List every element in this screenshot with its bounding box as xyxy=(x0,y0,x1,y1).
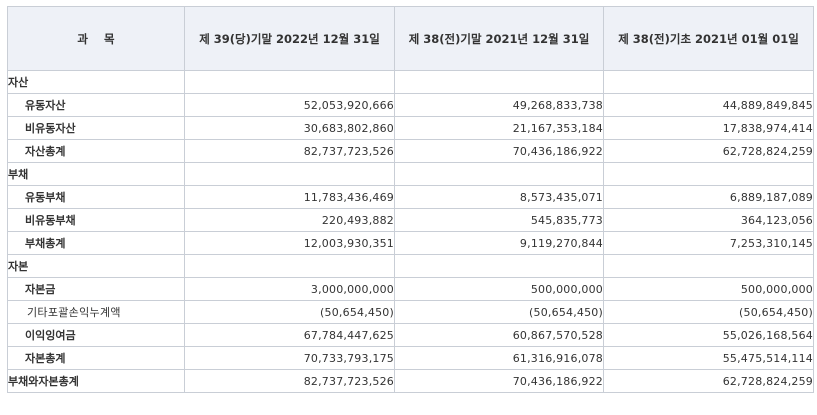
amount-cell-2: 9,119,270,844 xyxy=(394,231,604,255)
table-row: 자산총계 82,737,723,526 70,436,186,922 62,728,8… xyxy=(7,139,814,163)
amount-cell-1: 82,737,723,526 xyxy=(184,139,395,163)
table-row: 비유동부채 220,493,882 545,835,773 364,123,056 xyxy=(7,208,814,232)
account-label: 자본총계 xyxy=(7,346,185,370)
table-row: 부채총계 12,003,930,351 9,119,270,844 7,253,310… xyxy=(7,231,814,255)
amount-cell-2 xyxy=(394,70,604,94)
amount-cell-1 xyxy=(184,70,395,94)
account-label: 부채총계 xyxy=(7,231,185,255)
amount-cell-3: 55,026,168,564 xyxy=(603,323,814,347)
amount-cell-2: 60,867,570,528 xyxy=(394,323,604,347)
account-label: 비유동자산 xyxy=(7,116,185,140)
table-row: 자본 xyxy=(7,254,814,278)
amount-cell-3: 62,728,824,259 xyxy=(603,139,814,163)
section-label: 자본 xyxy=(7,254,185,278)
amount-cell-1: 220,493,882 xyxy=(184,208,395,232)
amount-cell-1: 30,683,802,860 xyxy=(184,116,395,140)
amount-cell-3: 44,889,849,845 xyxy=(603,93,814,117)
table-row: 부채와자본총계 82,737,723,526 70,436,186,922 62,72… xyxy=(7,369,814,393)
table-row: 자본총계 70,733,793,175 61,316,916,078 55,475,5… xyxy=(7,346,814,370)
account-label: 이익잉여금 xyxy=(7,323,185,347)
table-row: 자본금 3,000,000,000 500,000,000 500,000,000 xyxy=(7,277,814,301)
header-period-current: 제 39(당)기말 2022년 12월 31일 xyxy=(184,6,395,71)
table-row: 유동부채 11,783,436,469 8,573,435,071 6,889,187… xyxy=(7,185,814,209)
account-label: 기타포괄손익누계액 xyxy=(7,300,185,324)
amount-cell-2: 49,268,833,738 xyxy=(394,93,604,117)
header-subject: 과 목 xyxy=(7,6,185,71)
amount-cell-2: (50,654,450) xyxy=(394,300,604,324)
amount-cell-1: 52,053,920,666 xyxy=(184,93,395,117)
table-row: 비유동자산 30,683,802,860 21,167,353,184 17,838,… xyxy=(7,116,814,140)
account-label: 비유동부채 xyxy=(7,208,185,232)
amount-cell-1: 11,783,436,469 xyxy=(184,185,395,209)
amount-cell-2 xyxy=(394,254,604,278)
amount-cell-3: 500,000,000 xyxy=(603,277,814,301)
amount-cell-3 xyxy=(603,70,814,94)
amount-cell-1 xyxy=(184,254,395,278)
table-row: 자산 xyxy=(7,70,814,94)
account-label: 자산총계 xyxy=(7,139,185,163)
table-row: 부채 xyxy=(7,162,814,186)
amount-cell-1: 3,000,000,000 xyxy=(184,277,395,301)
section-label: 부채와자본총계 xyxy=(7,369,185,393)
amount-cell-2: 545,835,773 xyxy=(394,208,604,232)
financial-statement-table: 과 목 제 39(당)기말 2022년 12월 31일 제 38(전)기말 20… xyxy=(7,6,814,393)
amount-cell-2: 61,316,916,078 xyxy=(394,346,604,370)
amount-cell-3: 7,253,310,145 xyxy=(603,231,814,255)
section-label: 자산 xyxy=(7,70,185,94)
amount-cell-2: 70,436,186,922 xyxy=(394,139,604,163)
amount-cell-3: (50,654,450) xyxy=(603,300,814,324)
table-row: 기타포괄손익누계액 (50,654,450) (50,654,450) (50,654… xyxy=(7,300,814,324)
amount-cell-1: 82,737,723,526 xyxy=(184,369,395,393)
account-label: 유동부채 xyxy=(7,185,185,209)
header-row: 과 목 제 39(당)기말 2022년 12월 31일 제 38(전)기말 20… xyxy=(7,6,814,71)
amount-cell-1: 12,003,930,351 xyxy=(184,231,395,255)
table-row: 유동자산 52,053,920,666 49,268,833,738 44,889,8… xyxy=(7,93,814,117)
amount-cell-1: 70,733,793,175 xyxy=(184,346,395,370)
amount-cell-1 xyxy=(184,162,395,186)
amount-cell-3: 17,838,974,414 xyxy=(603,116,814,140)
header-period-prior-end: 제 38(전)기말 2021년 12월 31일 xyxy=(394,6,604,71)
amount-cell-2: 500,000,000 xyxy=(394,277,604,301)
amount-cell-3 xyxy=(603,162,814,186)
amount-cell-1: 67,784,447,625 xyxy=(184,323,395,347)
account-label: 유동자산 xyxy=(7,93,185,117)
amount-cell-3: 364,123,056 xyxy=(603,208,814,232)
section-label: 부채 xyxy=(7,162,185,186)
account-label: 자본금 xyxy=(7,277,185,301)
amount-cell-3: 55,475,514,114 xyxy=(603,346,814,370)
amount-cell-3 xyxy=(603,254,814,278)
amount-cell-2: 8,573,435,071 xyxy=(394,185,604,209)
table-row: 이익잉여금 67,784,447,625 60,867,570,528 55,026,… xyxy=(7,323,814,347)
header-period-prior-start: 제 38(전)기초 2021년 01월 01일 xyxy=(603,6,814,71)
amount-cell-2: 70,436,186,922 xyxy=(394,369,604,393)
amount-cell-3: 6,889,187,089 xyxy=(603,185,814,209)
amount-cell-2 xyxy=(394,162,604,186)
amount-cell-3: 62,728,824,259 xyxy=(603,369,814,393)
amount-cell-2: 21,167,353,184 xyxy=(394,116,604,140)
table-body: 자산 유동자산 52,053,920,666 49,268,833,738 44,889… xyxy=(7,70,814,393)
amount-cell-1: (50,654,450) xyxy=(184,300,395,324)
